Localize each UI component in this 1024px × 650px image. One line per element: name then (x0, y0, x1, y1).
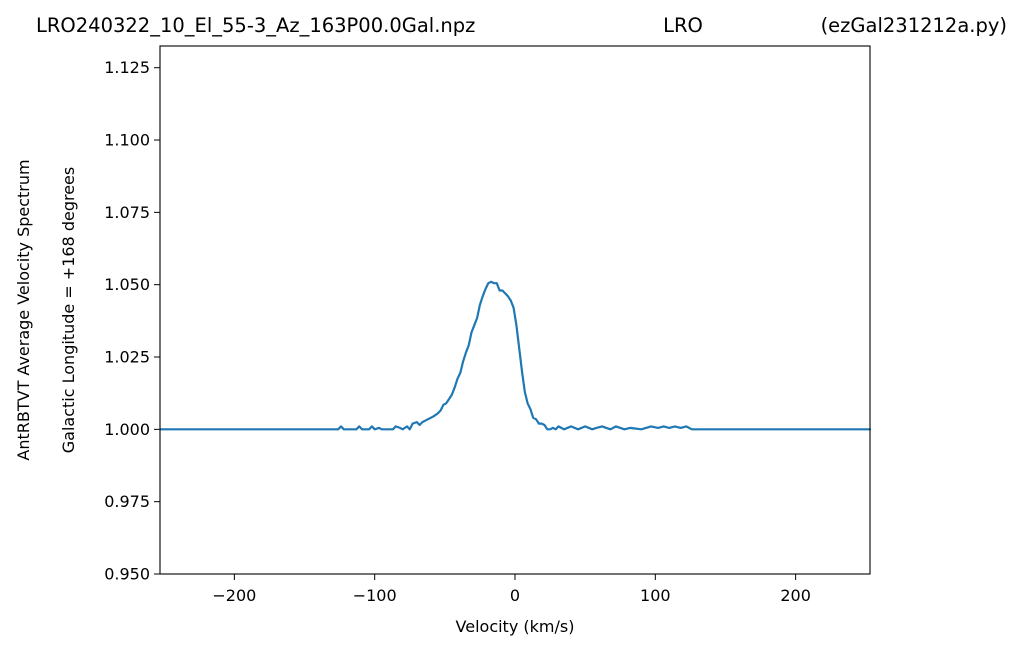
y-tick-label: 1.050 (104, 275, 150, 294)
x-axis-label: Velocity (km/s) (456, 617, 575, 636)
chart-title-center: LRO (663, 14, 703, 37)
y-tick-label: 1.075 (104, 203, 150, 222)
y-axis-label: AntRBTVT Average Velocity Spectrum (14, 159, 33, 460)
x-tick-label: 100 (640, 586, 671, 605)
chart-title-left: LRO240322_10_El_55-3_Az_163P00.0Gal.npz (36, 14, 475, 37)
y-tick-label: 1.100 (104, 131, 150, 150)
y-tick-label: 1.025 (104, 348, 150, 367)
chart-title-right: (ezGal231212a.py) (821, 14, 1007, 37)
y-axis-label-secondary: Galactic Longitude = +168 degrees (59, 167, 78, 453)
x-tick-label: 200 (780, 586, 811, 605)
plot-frame (159, 45, 871, 575)
y-tick-label: 1.000 (104, 420, 150, 439)
x-tick-label: −100 (353, 586, 397, 605)
series-line (158, 280, 872, 431)
x-tick-label: −200 (212, 586, 256, 605)
x-axis: −200 −100 0 100 200 (212, 574, 811, 605)
y-tick-label: 0.950 (104, 565, 150, 584)
y-tick-label: 0.975 (104, 492, 150, 511)
y-tick-label: 1.125 (104, 58, 150, 77)
x-tick-label: 0 (510, 586, 520, 605)
y-axis: 0.950 0.975 1.000 1.025 1.050 1.075 1.100 1.125 (104, 58, 160, 584)
